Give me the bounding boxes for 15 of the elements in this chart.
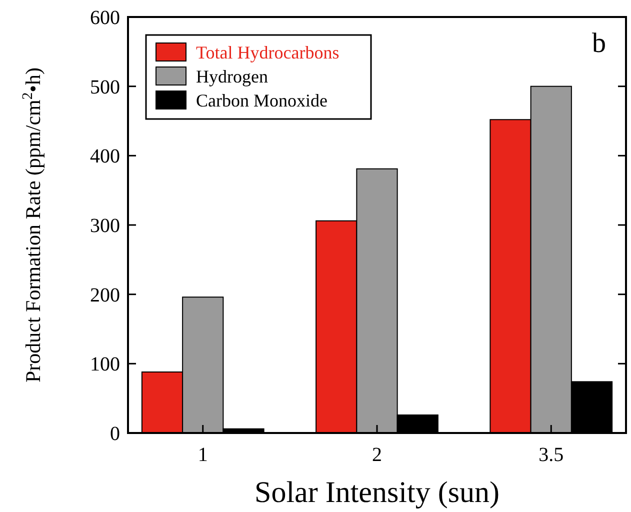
y-tick-label: 100 (90, 354, 120, 376)
legend-label: Carbon Monoxide (196, 90, 328, 110)
x-tick-label: 2 (372, 444, 382, 466)
y-tick-label: 200 (90, 284, 120, 306)
y-tick-label: 300 (90, 215, 120, 237)
legend-label: Total Hydrocarbons (196, 42, 340, 62)
annotation: b (592, 28, 606, 59)
legend-label: Hydrogen (196, 66, 268, 86)
y-tick-label: 500 (90, 76, 120, 98)
y-tick-label: 400 (90, 146, 120, 168)
x-axis-title: Solar Intensity (sun) (254, 476, 500, 509)
y-tick-label: 0 (110, 423, 120, 445)
x-tick-label: 1 (198, 444, 208, 466)
x-tick-label: 3.5 (538, 444, 564, 466)
y-tick-label: 600 (90, 7, 120, 29)
